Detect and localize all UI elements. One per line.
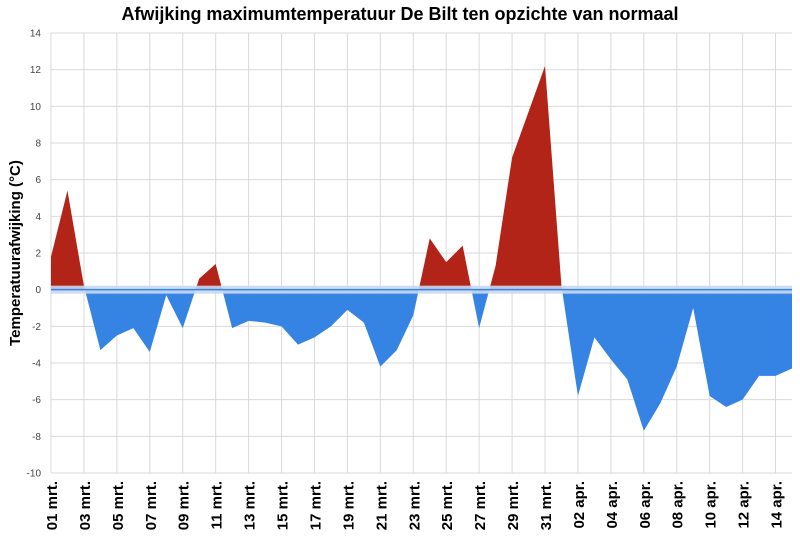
area-above-normal xyxy=(418,238,472,290)
x-tick-label: 09 mrt. xyxy=(176,481,193,530)
y-axis-label: Temperatuurafwijking (°C) xyxy=(7,160,24,346)
y-tick-label: -8 xyxy=(32,432,41,443)
x-tick-label: 08 apr. xyxy=(670,481,687,529)
x-tick-label: 25 mrt. xyxy=(439,481,456,530)
x-tick-label: 12 apr. xyxy=(736,481,753,529)
x-tick-label: 31 mrt. xyxy=(538,481,555,530)
x-tick-label: 07 mrt. xyxy=(143,481,160,530)
x-tick-label: 06 apr. xyxy=(637,481,654,529)
y-axis-ticks: -10 -8 -6 -4 -2 0 2 4 6 8 10 12 14 xyxy=(27,29,42,480)
x-tick-label: 23 mrt. xyxy=(406,481,423,530)
area-below-normal xyxy=(222,289,419,367)
x-tick-label: 10 apr. xyxy=(703,481,720,529)
area-below-normal xyxy=(471,289,490,329)
x-tick-label: 15 mrt. xyxy=(275,481,292,530)
y-tick-label: 6 xyxy=(35,175,41,186)
y-tick-label: 8 xyxy=(35,139,41,150)
x-tick-label: 05 mrt. xyxy=(110,481,127,530)
y-tick-label: 12 xyxy=(30,65,42,76)
y-tick-label: -10 xyxy=(27,469,42,480)
area-below-normal xyxy=(562,289,792,431)
y-tick-label: 10 xyxy=(30,102,42,113)
chart-title: Afwijking maximumtemperatuur De Bilt ten… xyxy=(121,4,679,24)
x-tick-label: 04 apr. xyxy=(604,481,621,529)
x-tick-label: 02 apr. xyxy=(571,481,588,529)
y-tick-label: -2 xyxy=(32,322,41,333)
x-tick-label: 14 apr. xyxy=(769,481,786,529)
y-tick-label: -4 xyxy=(32,359,41,370)
grid xyxy=(50,32,792,474)
area-above-normal xyxy=(195,264,223,290)
x-tick-label: 01 mrt. xyxy=(44,481,61,530)
x-tick-label: 13 mrt. xyxy=(242,481,259,530)
y-tick-label: 2 xyxy=(35,249,41,260)
y-tick-label: 4 xyxy=(35,212,41,223)
area-above-normal xyxy=(489,66,563,290)
y-tick-label: 0 xyxy=(35,285,41,296)
x-tick-label: 29 mrt. xyxy=(505,481,522,530)
x-tick-label: 03 mrt. xyxy=(77,481,94,530)
area-below-normal xyxy=(84,289,196,352)
area-above-normal xyxy=(51,190,85,290)
x-axis-ticks: 01 mrt. 03 mrt. 05 mrt. 07 mrt. 09 mrt. 11 mr… xyxy=(44,481,786,530)
y-tick-label: -6 xyxy=(32,395,41,406)
y-tick-label: 14 xyxy=(30,29,42,40)
x-tick-label: 21 mrt. xyxy=(373,481,390,530)
x-tick-label: 17 mrt. xyxy=(307,481,324,530)
x-tick-label: 27 mrt. xyxy=(472,481,489,530)
x-tick-label: 19 mrt. xyxy=(340,481,357,530)
x-tick-label: 11 mrt. xyxy=(209,481,226,529)
series-area xyxy=(51,66,792,431)
